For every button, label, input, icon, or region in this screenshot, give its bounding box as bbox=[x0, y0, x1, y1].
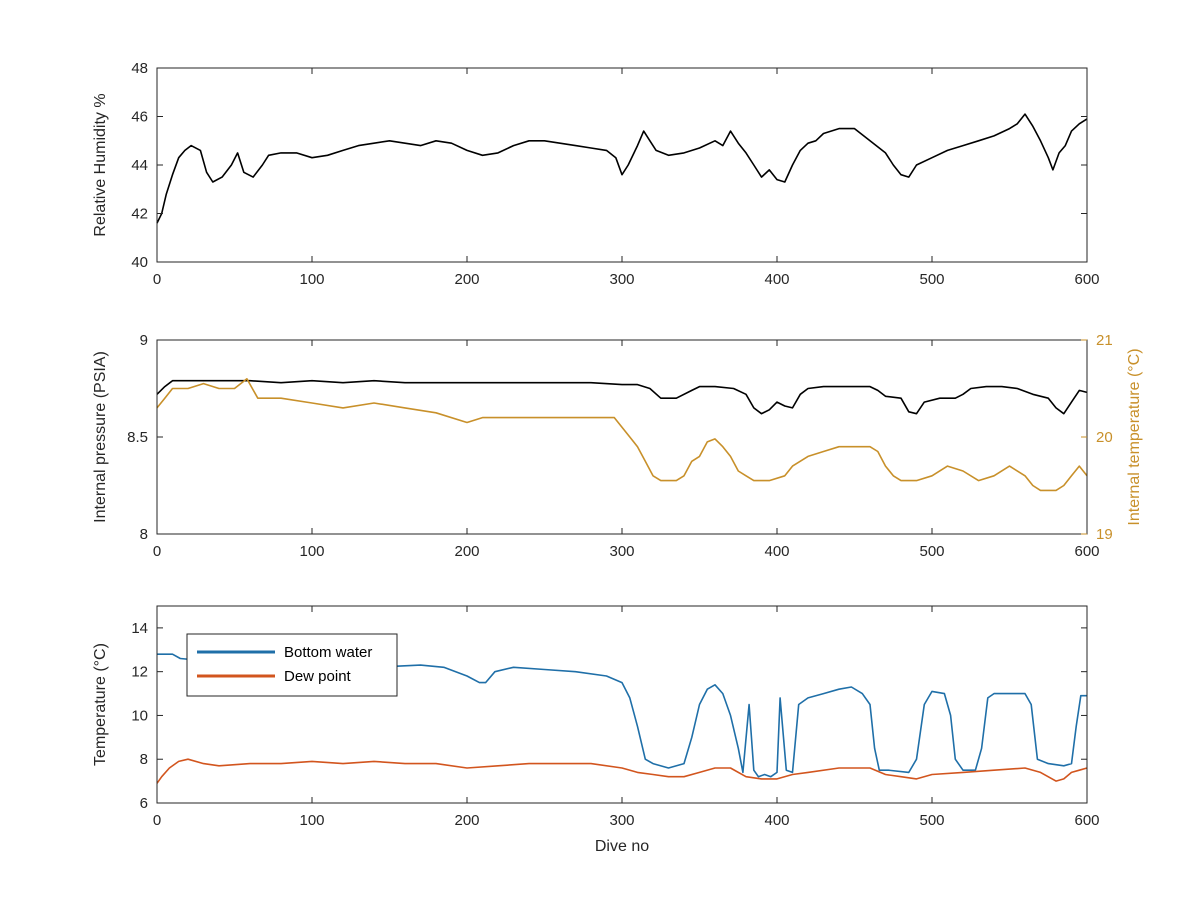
y2-tick-label: 20 bbox=[1096, 429, 1113, 446]
x-tick-label: 200 bbox=[454, 271, 479, 288]
y-tick-label: 48 bbox=[131, 60, 148, 77]
x-tick-label: 100 bbox=[299, 271, 324, 288]
y-tick-label: 40 bbox=[131, 254, 148, 271]
chart-panel-1: 0 100 200 300 400 500 600 40 42 44 46 48 Relative Hu… bbox=[92, 60, 1100, 288]
chart-panel-2: 0 100 200 300 400 500 600 8 8.5 9 19 20 21 Internal t… bbox=[92, 332, 1143, 560]
y-tick-label: 9 bbox=[140, 332, 148, 349]
x-tick-label: 600 bbox=[1074, 812, 1099, 829]
y-tick-label: 46 bbox=[131, 109, 148, 126]
legend-label-bottom-water: Bottom water bbox=[284, 644, 372, 661]
x-tick-label: 200 bbox=[454, 812, 479, 829]
y-tick-label: 42 bbox=[131, 206, 148, 223]
x-tick-label: 300 bbox=[609, 543, 634, 560]
y-tick-label: 12 bbox=[131, 664, 148, 681]
x-tick-label: 300 bbox=[609, 812, 634, 829]
x-tick-label: 200 bbox=[454, 543, 479, 560]
series-line-2-2 bbox=[156, 377, 1088, 492]
x-tick-label: 0 bbox=[153, 812, 161, 829]
x-tick-label: 100 bbox=[299, 543, 324, 560]
y2-tick-label: 21 bbox=[1096, 332, 1113, 349]
y-axis-label: Temperature (°C) bbox=[92, 643, 109, 766]
x-tick-label: 0 bbox=[153, 543, 161, 560]
x-tick-label: 500 bbox=[919, 812, 944, 829]
legend-box bbox=[186, 633, 398, 697]
x-tick-label: 500 bbox=[919, 271, 944, 288]
chart-panel-3: 0 100 200 300 400 500 600 6 8 10 12 14 Temperature (… bbox=[92, 605, 1100, 855]
x-tick-label: 600 bbox=[1074, 271, 1099, 288]
y-tick-label: 8 bbox=[140, 526, 148, 543]
series-line-2-1 bbox=[156, 379, 1088, 415]
x-tick-label: 0 bbox=[153, 271, 161, 288]
y-tick-label: 14 bbox=[131, 620, 148, 637]
x-axis-label: Dive no bbox=[595, 838, 649, 855]
y-tick-label: 10 bbox=[131, 707, 148, 724]
legend-label-dew-point: Dew point bbox=[284, 668, 352, 685]
y-axis-label: Internal pressure (PSIA) bbox=[92, 351, 109, 523]
x-tick-label: 400 bbox=[764, 543, 789, 560]
x-tick-label: 400 bbox=[764, 271, 789, 288]
y-tick-label: 6 bbox=[140, 795, 148, 812]
x-tick-label: 500 bbox=[919, 543, 944, 560]
series-line-bottom-water bbox=[157, 653, 1087, 778]
y-axis-label: Relative Humidity % bbox=[92, 93, 109, 236]
y-tick-label: 8.5 bbox=[127, 429, 148, 446]
x-tick-label: 300 bbox=[609, 271, 634, 288]
series-line-dew-point bbox=[156, 758, 1088, 784]
y-tick-label: 44 bbox=[131, 157, 148, 174]
y2-axis-label: Internal temperature (°C) bbox=[1126, 348, 1143, 525]
x-tick-label: 100 bbox=[299, 812, 324, 829]
x-tick-label: 600 bbox=[1074, 543, 1099, 560]
series-line-1-1 bbox=[156, 113, 1088, 224]
y2-tick-label: 19 bbox=[1096, 526, 1113, 543]
x-tick-label: 400 bbox=[764, 812, 789, 829]
y-tick-label: 8 bbox=[140, 751, 148, 768]
